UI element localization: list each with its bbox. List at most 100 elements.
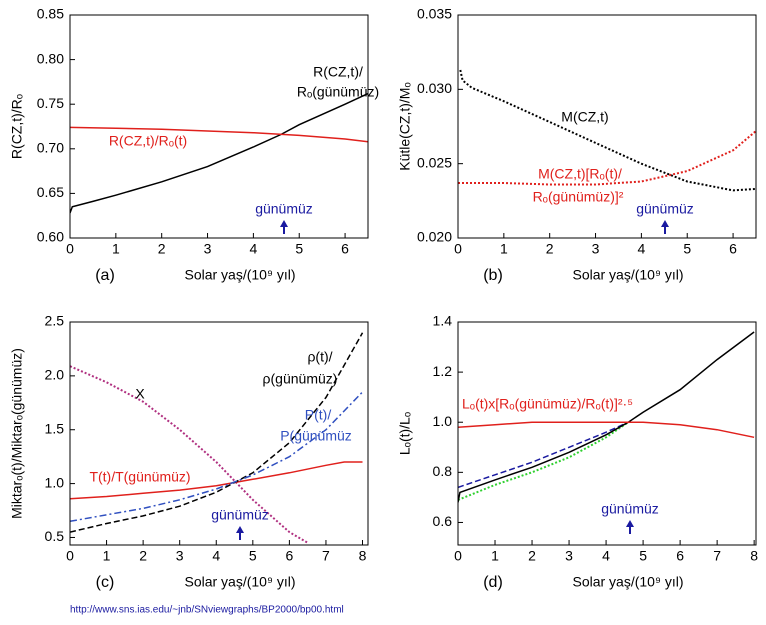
y-tick-label: 0.020 [417,229,452,245]
annotation: M(CZ,t)[Rₒ(t)/ [538,166,622,182]
x-tick-label: 7 [713,548,721,564]
y-axis-label: Kütle(CZ,t)/Mₒ [397,82,413,171]
y-tick-label: 0.60 [37,229,64,245]
annotation: Lₒ(t)x[Rₒ(günümüz)/Rₒ(t)]²·⁵ [462,396,633,412]
x-tick-label: 6 [729,241,737,257]
y-axis-label: Lₒ(t)/Lₒ [397,412,413,455]
x-tick-label: 0 [454,548,462,564]
y-tick-label: 2.0 [45,367,65,383]
x-tick-label: 3 [176,548,184,564]
plot-frame [457,321,757,546]
x-tick-label: 1 [112,241,120,257]
plot-frame [69,321,369,546]
series-line [458,421,629,489]
x-tick-label: 4 [637,241,645,257]
x-tick-label: 0 [66,548,74,564]
x-tick-label: 4 [212,548,220,564]
series-line [70,365,309,544]
x-tick-label: 3 [592,241,600,257]
y-tick-label: 0.035 [417,6,452,22]
annotation: X [135,386,145,402]
series-line [458,421,629,501]
y-tick-label: 2.5 [45,313,65,329]
series-line [458,130,756,186]
x-tick-label: 1 [103,548,111,564]
series-line [70,126,368,143]
x-axis-label: Solar yaş/(10⁹ yıl) [572,574,683,590]
y-axis-label: Miktarₒ(t)/Miktarₒ(günümüz) [9,348,25,519]
annotation: günümüz [211,507,269,523]
y-tick-label: 1.4 [433,313,453,329]
x-tick-label: 1 [491,548,499,564]
series-line [458,331,755,503]
annotation: Rₒ(günümüz) [297,84,379,100]
panel-label: (a) [95,267,115,284]
y-tick-label: 1.5 [45,420,65,436]
arrow-head [236,526,244,533]
annotation: ρ(günümüz) [263,371,338,387]
panel: 0 1 2 3 4 5 6 0.60 0.65 0.70 0.75 0.80 0.85 (a) Solar … [9,6,379,285]
y-tick-label: 1.0 [45,474,65,490]
annotation: günümüz [636,201,694,217]
y-tick-label: 0.6 [433,513,453,529]
x-tick-label: 3 [565,548,573,564]
panel-label: (d) [483,574,503,591]
plot-frame [69,14,369,239]
x-tick-label: 1 [500,241,508,257]
x-tick-label: 0 [66,241,74,257]
annotation: R(CZ,t)/Rₒ(t) [109,133,187,149]
x-axis-label: Solar yaş/(10⁹ yıl) [572,267,683,283]
x-tick-label: 7 [322,548,330,564]
x-tick-label: 5 [639,548,647,564]
y-axis-label: R(CZ,t)/Rₒ [9,94,25,159]
annotation: P(t)/ [305,407,332,423]
y-tick-label: 0.8 [433,463,453,479]
y-tick-label: 0.030 [417,80,452,96]
arrow-head [626,520,634,527]
annotation: Rₒ(günümüz)]² [533,189,624,205]
y-tick-label: 0.75 [37,95,64,111]
y-tick-label: 0.85 [37,6,64,22]
panel-label: (b) [483,267,503,284]
x-tick-label: 2 [139,548,147,564]
x-tick-label: 4 [249,241,257,257]
x-tick-label: 3 [204,241,212,257]
annotation: P(günümüz [280,428,352,444]
x-tick-label: 6 [285,548,293,564]
panel: 0 1 2 3 4 5 6 0.020 0.025 0.030 0.035 (b) Solar yaş/… [397,6,757,284]
panel: 0 1 2 3 4 5 6 7 8 0.6 0.8 1.0 1.2 1.4 (d) Solar yaş/(10… [397,313,759,592]
arrow-head [661,220,669,227]
y-tick-label: 0.5 [45,528,65,544]
x-tick-label: 8 [750,548,758,564]
annotation: T(t)/T(günümüz) [89,469,190,485]
annotation: M(CZ,t) [561,109,608,125]
x-tick-label: 6 [676,548,684,564]
x-tick-label: 5 [249,548,257,564]
x-axis-label: Solar yaş/(10⁹ yıl) [184,267,295,283]
series-line [458,421,755,439]
panel-label: (c) [96,574,115,591]
x-tick-label: 6 [341,241,349,257]
x-tick-label: 4 [602,548,610,564]
series-line [70,92,368,214]
y-tick-label: 0.70 [37,140,64,156]
x-axis-label: Solar yaş/(10⁹ yıl) [184,574,295,590]
series-line [459,69,756,192]
source-url: http://www.sns.ias.edu/~jnb/SNviewgraphs… [70,605,344,616]
x-tick-label: 2 [546,241,554,257]
x-tick-label: 2 [158,241,166,257]
annotation: R(CZ,t)/ [313,64,363,80]
x-tick-label: 8 [359,548,367,564]
series-line [70,391,364,523]
y-tick-label: 0.025 [417,154,452,170]
arrow-head [280,220,288,227]
annotation: ρ(t)/ [307,349,332,365]
series-line [70,332,364,533]
y-tick-label: 1.2 [433,363,453,379]
x-tick-label: 0 [454,241,462,257]
panel: 0 1 2 3 4 5 6 7 8 0.5 1.0 1.5 2.0 2.5 (c) Solar yaş/(10… [9,313,369,591]
y-tick-label: 0.65 [37,184,64,200]
y-tick-label: 0.80 [37,50,64,66]
